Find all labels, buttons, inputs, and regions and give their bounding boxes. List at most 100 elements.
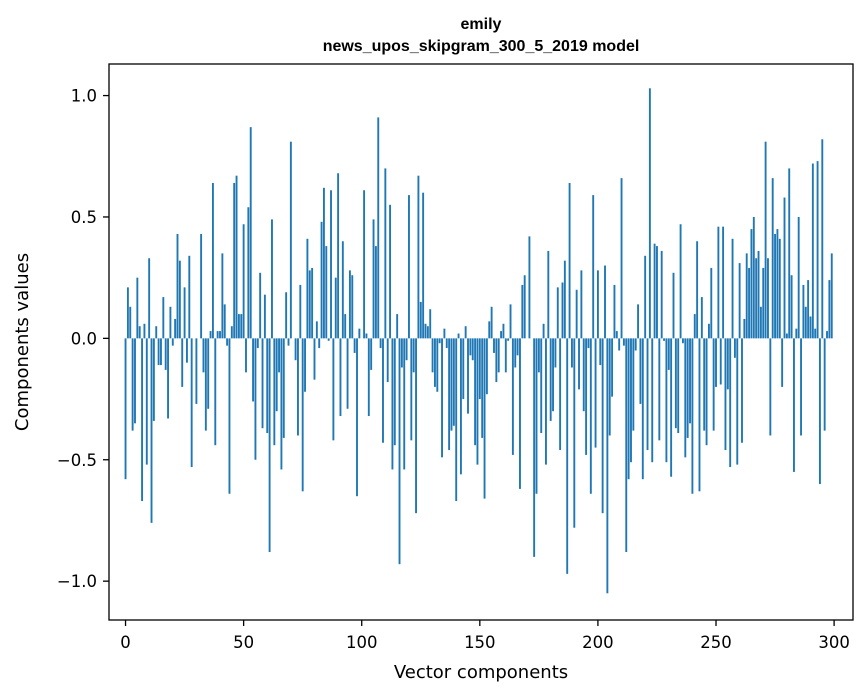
bar: [790, 275, 793, 339]
bar: [356, 338, 358, 497]
bar: [578, 338, 580, 390]
bar-series: [124, 88, 833, 594]
bar: [183, 287, 186, 339]
bar: [306, 238, 309, 339]
bar: [722, 226, 725, 339]
bar: [537, 338, 540, 373]
plot-frame: [108, 63, 854, 621]
bar: [488, 321, 491, 339]
bar: [698, 338, 701, 492]
bar: [297, 338, 299, 436]
bar: [684, 338, 687, 458]
bar: [327, 338, 330, 341]
bar: [656, 246, 658, 339]
bar: [665, 338, 668, 463]
bar: [448, 338, 451, 451]
bar: [634, 338, 637, 351]
bar: [651, 338, 654, 463]
bar: [752, 216, 755, 339]
bar: [793, 338, 795, 472]
bar: [570, 338, 573, 368]
bar: [271, 219, 273, 339]
bar: [370, 338, 373, 370]
bar: [186, 338, 188, 363]
bar: [556, 287, 559, 339]
bar: [181, 338, 184, 387]
bar: [207, 338, 210, 409]
bar: [818, 338, 821, 485]
bar: [424, 323, 427, 339]
bar: [330, 190, 332, 339]
bar: [738, 263, 741, 339]
bar: [434, 338, 436, 387]
bar: [474, 338, 477, 446]
bar: [703, 338, 706, 431]
bar: [136, 277, 139, 339]
bar: [731, 238, 734, 339]
bar: [160, 338, 162, 366]
bar: [353, 338, 356, 353]
bar: [689, 338, 691, 424]
bar: [828, 280, 831, 339]
bar: [126, 287, 129, 339]
bar: [497, 338, 500, 373]
bar: [750, 229, 753, 339]
bar: [547, 250, 550, 339]
bar: [209, 331, 212, 339]
bar: [521, 284, 524, 339]
bar: [608, 338, 611, 436]
bar: [152, 338, 155, 421]
bar: [644, 255, 647, 339]
bar: [622, 338, 625, 346]
bar: [495, 338, 498, 383]
bar: [528, 236, 531, 339]
bar: [417, 175, 420, 339]
bar: [490, 306, 493, 339]
bar: [599, 338, 602, 366]
bar: [450, 338, 453, 431]
bar: [282, 338, 285, 438]
bar: [384, 168, 387, 339]
bar: [705, 338, 708, 446]
x-tick-label: 50: [233, 633, 254, 652]
bar: [148, 258, 151, 339]
bar: [358, 328, 361, 339]
bar: [826, 331, 828, 339]
bar: [240, 314, 243, 339]
bar: [743, 318, 746, 339]
bar: [615, 331, 618, 339]
bar: [573, 338, 576, 528]
bar: [613, 284, 616, 339]
bar: [478, 338, 481, 400]
y-tick-label: 0.5: [71, 208, 97, 227]
bar: [582, 338, 585, 412]
bar: [254, 338, 257, 460]
bar: [348, 270, 351, 339]
bar: [249, 127, 252, 339]
bar: [507, 338, 510, 341]
bar: [741, 338, 743, 443]
bar: [797, 216, 800, 339]
bar: [226, 338, 229, 346]
bar: [500, 331, 503, 339]
bar: [830, 253, 833, 339]
bar: [318, 338, 321, 349]
bar: [589, 338, 592, 494]
bar: [256, 338, 259, 349]
bar: [677, 338, 680, 434]
bar: [176, 233, 179, 339]
bar: [129, 306, 132, 339]
bar: [275, 338, 278, 412]
bar: [322, 187, 325, 339]
bar: [693, 314, 696, 339]
bar: [663, 338, 665, 341]
bar: [346, 338, 349, 409]
bar: [211, 182, 214, 339]
bar: [535, 338, 538, 494]
bar: [587, 338, 590, 349]
bar: [485, 338, 488, 395]
bar: [618, 338, 621, 351]
bar: [398, 338, 401, 565]
bar: [294, 338, 297, 361]
bar: [785, 333, 788, 339]
